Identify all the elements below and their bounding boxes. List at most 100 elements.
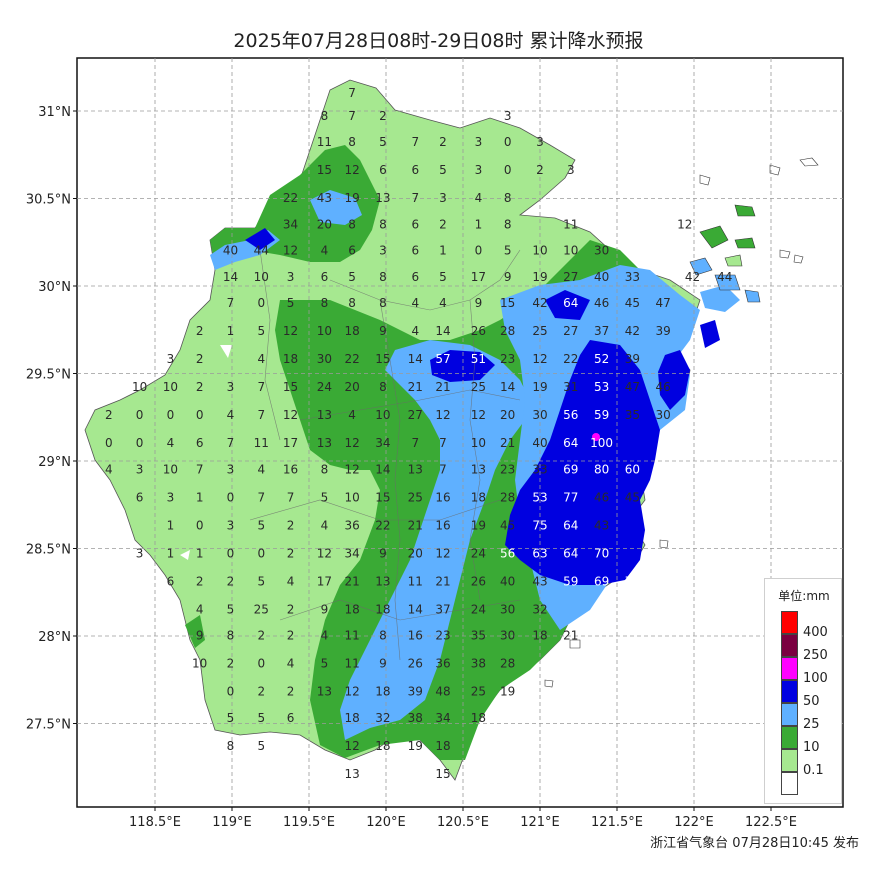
- rainfall-value: 19: [532, 380, 547, 394]
- rainfall-value: 34: [344, 546, 359, 560]
- rainfall-value: 42: [625, 324, 640, 338]
- rainfall-value: 2: [196, 380, 204, 394]
- rainfall-value: 47: [656, 296, 671, 310]
- rainfall-value: 3: [227, 462, 235, 476]
- rainfall-value: 37: [435, 602, 450, 616]
- rainfall-value: 8: [504, 217, 512, 231]
- rainfall-value: 12: [344, 685, 359, 699]
- rainfall-value: 6: [411, 217, 419, 231]
- rainfall-value: 16: [435, 518, 450, 532]
- latitude-label: 28°N: [38, 630, 71, 645]
- legend: 单位:mm 400 250 100 50 25 10 0.1: [764, 578, 842, 804]
- rainfall-value: 3: [167, 352, 175, 366]
- rainfall-value: 18: [344, 324, 359, 338]
- rainfall-value: 8: [321, 296, 329, 310]
- rainfall-value: 19: [344, 191, 359, 205]
- rainfall-value: 10: [344, 490, 359, 504]
- rainfall-value: 20: [344, 380, 359, 394]
- rainfall-value: 40: [532, 436, 547, 450]
- rainfall-value: 4: [348, 408, 356, 422]
- rainfall-value: 14: [375, 462, 390, 476]
- rainfall-value: 16: [435, 490, 450, 504]
- islands: [544, 157, 819, 688]
- rainfall-value: 39: [656, 324, 671, 338]
- rainfall-value: 23: [500, 352, 515, 366]
- rainfall-value: 39: [408, 685, 423, 699]
- rainfall-value: 10: [317, 324, 332, 338]
- rainfall-value: 25: [532, 324, 547, 338]
- rainfall-value: 40: [500, 574, 515, 588]
- rainfall-value: 8: [348, 217, 356, 231]
- rainfall-value: 30: [317, 352, 332, 366]
- rainfall-value: 21: [435, 574, 450, 588]
- rainfall-value: 13: [317, 436, 332, 450]
- rainfall-value: 30: [532, 408, 547, 422]
- rainfall-value: 2: [196, 574, 204, 588]
- rainfall-value: 21: [563, 629, 578, 643]
- rainfall-value: 33: [532, 462, 547, 476]
- rainfall-value: 21: [500, 436, 515, 450]
- county-borders: [249, 249, 521, 661]
- rainfall-value: 15: [500, 296, 515, 310]
- rainfall-value: 40: [223, 244, 238, 258]
- rainfall-value: 8: [379, 629, 387, 643]
- rainfall-value: 22: [563, 352, 578, 366]
- latitude-labels: 31°N 30.5°N 30°N 29.5°N 29°N 28.5°N 28°N 27.5°N: [26, 105, 77, 733]
- rainfall-value: 10: [471, 436, 486, 450]
- longitude-labels: 118.5°E 119°E 119.5°E 120°E 120.5°E 121°E 121.…: [129, 807, 797, 830]
- rainfall-value: 34: [283, 217, 298, 231]
- rainfall-value: 64: [563, 436, 578, 450]
- rainfall-value: 10: [254, 270, 269, 284]
- rainfall-value: 43: [317, 191, 332, 205]
- rainfall-value: 3: [567, 163, 575, 177]
- rainfall-value: 9: [379, 324, 387, 338]
- rainfall-value: 6: [196, 436, 204, 450]
- rainfall-value: 15: [317, 163, 332, 177]
- rainfall-value: 2: [227, 657, 235, 671]
- rainfall-value: 15: [375, 490, 390, 504]
- rainfall-value: 12: [283, 244, 298, 258]
- rainfall-value: 21: [344, 574, 359, 588]
- rainfall-value: 6: [411, 163, 419, 177]
- rainfall-value: 28: [500, 657, 515, 671]
- rainfall-value: 43: [594, 518, 609, 532]
- latitude-label: 30°N: [38, 280, 71, 295]
- rainfall-value: 25: [471, 685, 486, 699]
- rainfall-value: 0: [227, 490, 235, 504]
- rainfall-value: 5: [348, 270, 356, 284]
- rainfall-value: 0: [504, 135, 512, 149]
- rainfall-value: 13: [344, 767, 359, 781]
- rainfall-value: 8: [379, 270, 387, 284]
- rainfall-value: 31: [563, 380, 578, 394]
- rainfall-value: 63: [532, 546, 547, 560]
- rainfall-value: 30: [500, 602, 515, 616]
- rainfall-value: 11: [317, 135, 332, 149]
- rainfall-value: 14: [223, 270, 238, 284]
- rainfall-value: 60: [625, 462, 640, 476]
- latitude-label: 28.5°N: [26, 543, 71, 558]
- legend-label: 0.1: [803, 763, 824, 778]
- rainfall-value: 37: [594, 324, 609, 338]
- rainfall-value: 5: [257, 324, 265, 338]
- rainfall-value: 100: [590, 436, 613, 450]
- rainfall-value: 4: [257, 352, 265, 366]
- rainfall-value: 77: [563, 490, 578, 504]
- rainfall-value: 33: [625, 270, 640, 284]
- longitude-label: 120.5°E: [437, 815, 489, 830]
- rainfall-value: 3: [136, 546, 144, 560]
- rainfall-value: 22: [283, 191, 298, 205]
- longitude-label: 121.5°E: [591, 815, 643, 830]
- rainfall-value: 1: [227, 324, 235, 338]
- rainfall-value: 56: [563, 408, 578, 422]
- rainfall-value: 45: [625, 490, 640, 504]
- rainfall-value: 5: [257, 739, 265, 753]
- rainfall-value: 10: [375, 408, 390, 422]
- rainfall-value: 21: [408, 518, 423, 532]
- rainfall-value: 24: [317, 380, 332, 394]
- rainfall-value: 0: [227, 685, 235, 699]
- rainfall-value: 8: [379, 296, 387, 310]
- rainfall-value: 12: [435, 546, 450, 560]
- rainfall-value: 4: [439, 296, 447, 310]
- rainfall-value: 24: [471, 602, 486, 616]
- rainfall-value: 45: [625, 296, 640, 310]
